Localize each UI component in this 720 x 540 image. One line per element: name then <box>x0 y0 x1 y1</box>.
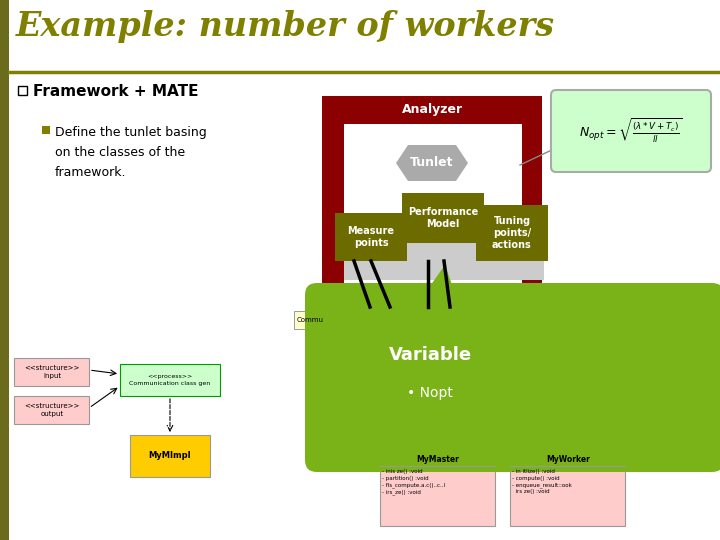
Bar <box>476 205 548 261</box>
FancyBboxPatch shape <box>551 90 711 172</box>
Text: Example: number of workers: Example: number of workers <box>16 10 555 43</box>
Text: Variable: Variable <box>388 346 472 364</box>
Bar <box>522 96 542 286</box>
Text: Commu: Commu <box>297 317 324 323</box>
Text: Adapt the
framework to
allow tuning of
the applications
via MATE: Adapt the framework to allow tuning of t… <box>554 372 649 463</box>
Polygon shape <box>396 145 468 181</box>
Bar <box>322 96 542 124</box>
Text: Analyzer: Analyzer <box>402 104 462 117</box>
Text: Measure
points: Measure points <box>348 226 395 248</box>
Text: $N_{opt} = \sqrt{\frac{(\lambda*V+T_c)}{ll}}$: $N_{opt} = \sqrt{\frac{(\lambda*V+T_c)}{… <box>579 117 683 145</box>
Bar <box>380 448 495 526</box>
Bar <box>402 193 484 243</box>
Text: MyMaster: MyMaster <box>417 455 459 463</box>
Bar <box>14 396 89 424</box>
Text: Define the tunlet basing
on the classes of the
framework.: Define the tunlet basing on the classes … <box>55 126 207 179</box>
Text: Framework + MATE: Framework + MATE <box>33 84 199 98</box>
Bar <box>0 0 9 540</box>
Text: MyWorker: MyWorker <box>546 455 590 463</box>
Bar <box>130 435 210 477</box>
Text: • Nopt: • Nopt <box>407 386 453 400</box>
Text: - inis ze() :void
- partition() :void
- fls_compute.a.c()..c..l
- irs_ze() :void: - inis ze() :void - partition() :void - … <box>382 469 445 495</box>
Bar <box>14 358 89 386</box>
Text: - in itlize() :void
- compute() :void
- enqueue_result::ook
  irs ze() :void: - in itlize() :void - compute() :void - … <box>512 469 572 495</box>
Bar <box>42 126 50 134</box>
Bar <box>335 213 407 261</box>
Bar <box>540 372 548 380</box>
Text: Tunlet: Tunlet <box>410 157 454 170</box>
Bar <box>120 364 220 396</box>
Bar <box>510 448 625 526</box>
Text: <<process>>
Communication class gen: <<process>> Communication class gen <box>130 374 211 386</box>
Text: <<structure>>
Input: <<structure>> Input <box>24 365 80 379</box>
Polygon shape <box>415 265 460 307</box>
Text: Performance
Model: Performance Model <box>408 207 478 229</box>
Bar <box>294 311 349 329</box>
Text: MyMImpl: MyMImpl <box>149 451 192 461</box>
Bar <box>344 124 522 286</box>
Text: <<structure>>
output: <<structure>> output <box>24 403 80 417</box>
FancyBboxPatch shape <box>305 283 720 472</box>
Bar <box>18 86 27 95</box>
Text: Tuning
points/
actions: Tuning points/ actions <box>492 215 532 251</box>
Bar <box>344 218 544 280</box>
Bar <box>322 96 344 286</box>
